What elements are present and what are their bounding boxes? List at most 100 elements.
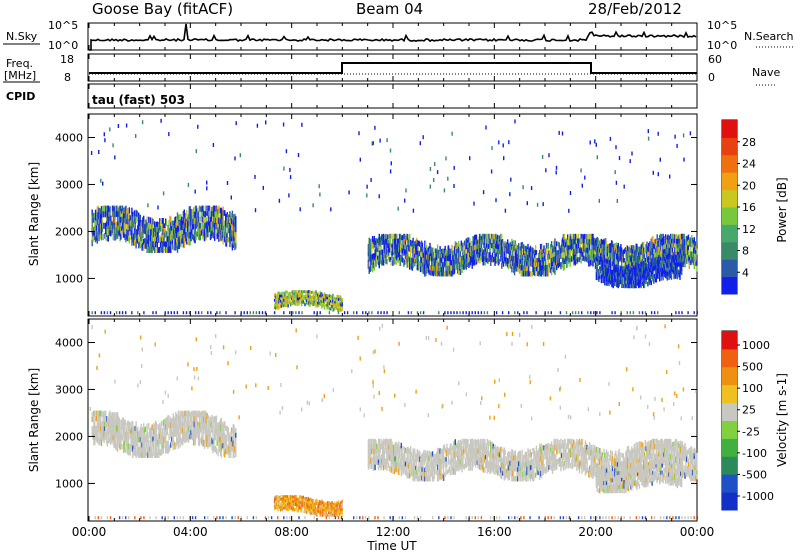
range-cell — [483, 250, 484, 256]
near-range-echo — [344, 311, 345, 314]
range-cell — [163, 218, 164, 224]
range-cell — [215, 230, 216, 237]
range-cell — [677, 275, 678, 279]
range-cell — [587, 234, 588, 239]
range-cell — [469, 238, 470, 243]
range-cell — [575, 260, 576, 266]
range-cell — [606, 241, 607, 247]
range-cell — [441, 258, 442, 263]
scatter-echo — [527, 201, 528, 205]
freq-label-2: [MHz] — [4, 69, 36, 82]
range-cell — [659, 277, 660, 282]
scatter-echo — [98, 150, 99, 154]
range-cell — [667, 276, 668, 281]
range-cell — [324, 306, 325, 309]
near-range-echo — [362, 311, 363, 314]
scatter-echo — [483, 190, 484, 194]
near-range-echo — [399, 311, 400, 314]
range-cell — [231, 437, 232, 442]
range-cell — [206, 413, 207, 419]
scatter-echo — [630, 159, 631, 163]
range-cell — [377, 247, 378, 252]
scatter-echo — [596, 143, 597, 147]
range-cell — [597, 265, 598, 269]
range-cell — [607, 259, 608, 264]
range-cell — [163, 247, 164, 252]
scatter-echo — [631, 152, 632, 156]
range-cell — [602, 267, 603, 271]
near-range-echo — [386, 311, 387, 314]
near-range-echo — [347, 311, 348, 314]
range-cell — [680, 239, 681, 245]
range-cell — [579, 239, 580, 244]
range-cell — [130, 422, 131, 428]
near-range-echo — [234, 311, 235, 314]
range-cell — [429, 260, 430, 265]
range-cell — [225, 227, 226, 234]
range-cell — [588, 250, 589, 256]
range-cell — [563, 252, 564, 258]
range-cell — [660, 257, 661, 261]
range-cell — [375, 243, 376, 248]
range-cell — [514, 269, 515, 275]
range-cell — [629, 284, 630, 288]
range-cell — [152, 247, 153, 253]
range-cell — [421, 257, 422, 263]
range-cell — [94, 439, 95, 445]
range-cell — [386, 239, 387, 244]
scatter-echo — [434, 162, 435, 166]
range-cell — [97, 231, 98, 238]
scatter-echo — [660, 158, 661, 162]
range-cell — [573, 234, 574, 240]
range-cell — [667, 255, 668, 260]
near-range-echo — [125, 311, 126, 314]
range-cell — [681, 263, 682, 267]
range-cell — [235, 433, 236, 438]
scatter-echo — [674, 135, 675, 139]
cpid-panel: CPID tau (fast) 503 — [6, 84, 697, 108]
range-cell — [108, 235, 109, 241]
range-cell — [578, 243, 579, 248]
range-cell — [155, 247, 156, 253]
range-cell — [98, 434, 99, 440]
near-range-echo — [630, 311, 631, 314]
scatter-echo — [366, 193, 367, 197]
scatter-echo — [197, 125, 198, 129]
range-cell — [675, 274, 676, 278]
range-cell — [286, 304, 287, 307]
near-range-echo — [198, 311, 199, 314]
range-cell — [193, 224, 194, 230]
scatter-echo — [594, 139, 595, 143]
near-range-echo — [517, 311, 518, 314]
range-cell — [676, 234, 677, 240]
range-cell — [94, 411, 95, 417]
range-cell — [275, 507, 276, 509]
range-cell — [383, 260, 384, 266]
colorbar-segment — [722, 207, 737, 225]
scatter-echo — [298, 153, 299, 157]
range-cell — [662, 276, 663, 281]
range-cell — [433, 252, 434, 257]
range-cell — [684, 234, 685, 239]
range-cell — [223, 427, 224, 433]
near-range-echo — [614, 311, 615, 314]
range-cell — [109, 211, 110, 216]
near-range-echo — [633, 311, 634, 314]
range-cell — [328, 300, 329, 303]
range-cell — [488, 244, 489, 249]
range-cell — [534, 267, 535, 272]
range-cell — [503, 261, 504, 266]
range-cell — [195, 223, 196, 229]
near-range-echo — [681, 311, 682, 314]
range-cell — [419, 242, 420, 247]
near-range-echo — [560, 311, 561, 314]
range-cell — [679, 275, 680, 280]
range-cell — [130, 215, 131, 221]
range-cell — [146, 424, 147, 430]
range-cell — [125, 423, 126, 428]
scatter-echo — [653, 171, 654, 175]
scatter-echo — [509, 192, 510, 196]
near-range-echo — [596, 311, 597, 314]
range-cell — [681, 271, 682, 275]
